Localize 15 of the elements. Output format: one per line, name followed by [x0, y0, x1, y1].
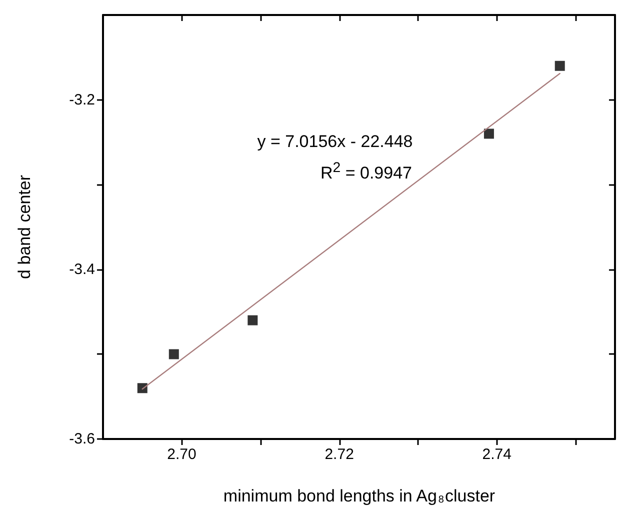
y-tick-label: -3.4 — [69, 260, 95, 278]
x-axis-title: minimum bond lengths in Ag8cluster — [223, 486, 496, 506]
point — [248, 315, 258, 326]
x-tick-label: 2.70 — [167, 446, 196, 463]
annotation: y = 7.0156x - 22.448 — [257, 132, 413, 151]
y-axis-title: d band center — [15, 174, 34, 279]
point — [484, 128, 494, 139]
annotation: R$^{2}$ = 0.9947 — [320, 160, 412, 183]
x-tick-label: 2.72 — [324, 446, 354, 463]
point — [554, 60, 565, 71]
point — [168, 349, 179, 360]
y-tick-label: -3.2 — [69, 91, 95, 108]
point — [137, 383, 148, 394]
x-tick-label: 2.74 — [482, 446, 512, 463]
y-tick-label: -3.6 — [69, 430, 95, 448]
